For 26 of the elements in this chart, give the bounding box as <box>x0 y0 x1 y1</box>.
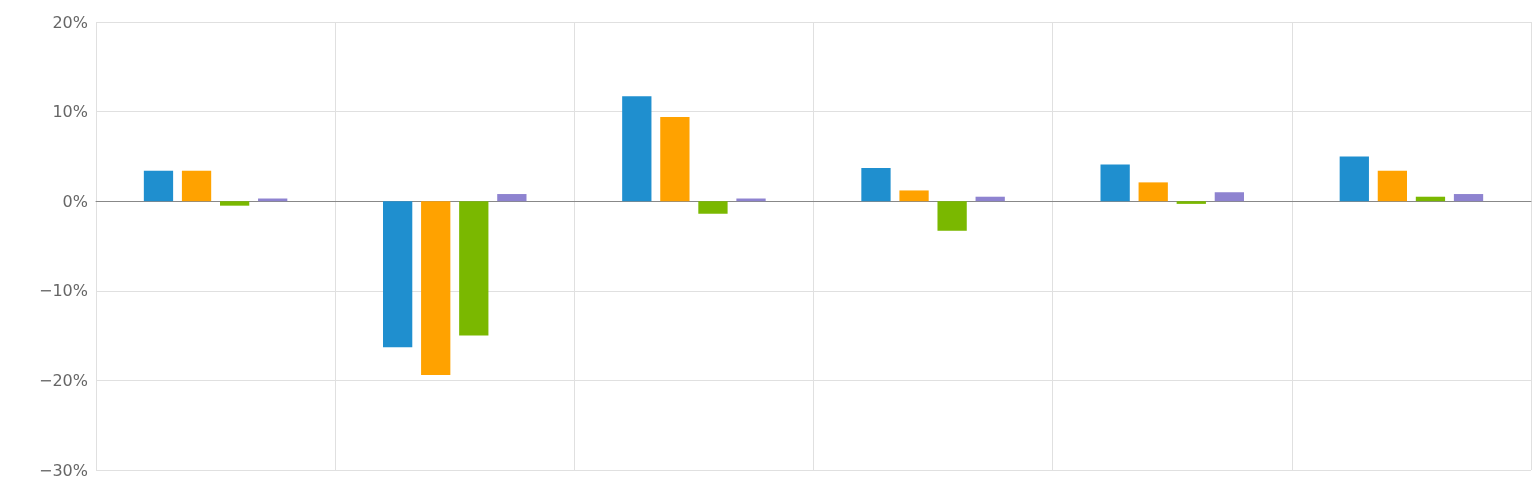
bar <box>1214 192 1244 202</box>
y-tick-label: 0% <box>62 191 88 211</box>
bar <box>181 170 212 202</box>
bar <box>1377 170 1408 202</box>
bar <box>861 168 891 202</box>
bar <box>219 201 250 206</box>
bar <box>622 96 652 202</box>
bar <box>1339 156 1369 202</box>
bar <box>698 201 728 214</box>
y-tick-label: −10% <box>39 281 88 301</box>
bar <box>383 201 413 348</box>
y-tick-label: 20% <box>52 12 88 32</box>
bar <box>143 170 174 202</box>
bar <box>1176 201 1206 204</box>
bar <box>937 201 967 231</box>
bar <box>1453 194 1484 202</box>
bar <box>421 201 451 376</box>
bar <box>660 116 690 202</box>
bar <box>899 190 929 202</box>
y-tick-label: 10% <box>52 102 88 122</box>
y-tick-label: −30% <box>39 460 88 479</box>
bar <box>1138 182 1168 202</box>
bar <box>497 194 527 202</box>
bar <box>1100 164 1130 202</box>
bar <box>459 201 489 336</box>
y-tick-label: −20% <box>39 370 88 390</box>
